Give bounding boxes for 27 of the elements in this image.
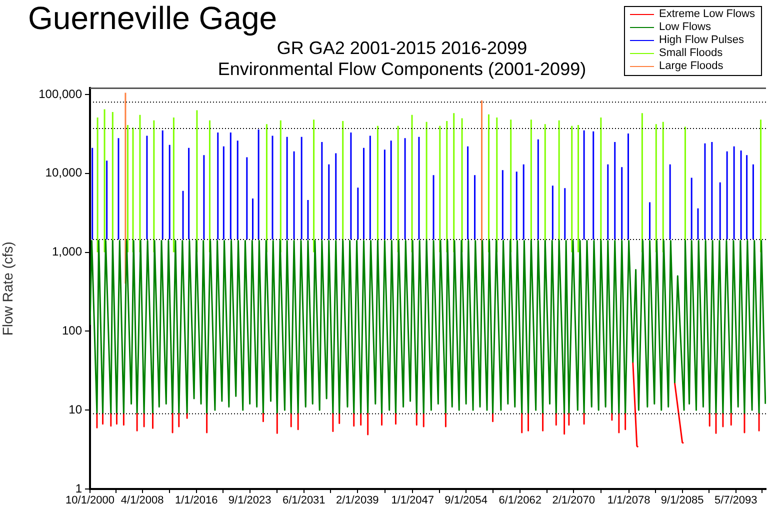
x-tick-label: 9/1/2023 xyxy=(228,494,272,507)
y-tick-label: 1 xyxy=(75,481,82,496)
x-tick-label: 9/1/2054 xyxy=(444,494,488,507)
x-tick-label: 5/7/2093 xyxy=(714,494,758,507)
x-tick-label: 6/1/2031 xyxy=(282,494,326,507)
y-axis-title: Flow Rate (cfs) xyxy=(0,242,16,336)
x-tick-label: 9/1/2085 xyxy=(660,494,704,507)
y-tick-label: 100,000 xyxy=(38,86,82,101)
x-tick-label: 1/1/2078 xyxy=(607,494,650,507)
x-tick-label: 4/1/2008 xyxy=(120,494,164,507)
legend-label: Low Flows xyxy=(659,21,711,34)
y-tick-label: 100 xyxy=(62,323,82,338)
legend-label: Extreme Low Flows xyxy=(659,8,755,21)
y-tick-label: 10 xyxy=(68,402,82,416)
x-tick-label: 10/1/2000 xyxy=(66,494,114,507)
x-tick-label: 2/1/2039 xyxy=(336,494,379,507)
chart-title: Guerneville Gage xyxy=(28,0,278,37)
y-tick-label: 1,000 xyxy=(52,244,82,259)
x-tick-label: 2/1/2070 xyxy=(552,494,596,507)
legend-label: Large Floods xyxy=(659,60,724,73)
y-tick-label: 10,000 xyxy=(45,166,82,180)
chart-subtitle: GR GA2 2001-2015 2016-2099 Environmental Flow Components (2001-2099) xyxy=(218,38,586,79)
legend-label: Small Floods xyxy=(659,47,723,60)
legend-label: High Flow Pulses xyxy=(659,34,744,47)
x-tick-label: 1/1/2016 xyxy=(174,494,218,507)
x-tick-label: 6/1/2062 xyxy=(498,494,542,507)
x-tick-label: 1/1/2047 xyxy=(391,494,434,507)
